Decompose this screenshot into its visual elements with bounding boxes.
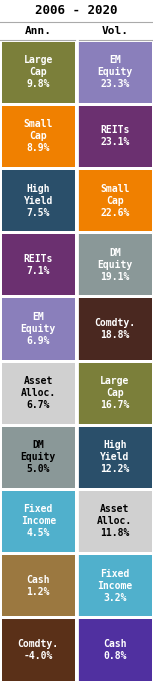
Bar: [2, 42, 75, 103]
Text: REITs
23.1%: REITs 23.1%: [100, 125, 129, 147]
Text: Cash
0.8%: Cash 0.8%: [103, 639, 127, 661]
Bar: [78, 106, 151, 167]
Bar: [2, 619, 75, 681]
Text: Large
Cap
16.7%: Large Cap 16.7%: [100, 376, 129, 410]
Text: High
Yield
12.2%: High Yield 12.2%: [100, 441, 129, 474]
Bar: [78, 170, 151, 231]
Bar: [78, 42, 151, 103]
Bar: [2, 427, 75, 488]
Text: Comdty.
18.8%: Comdty. 18.8%: [94, 318, 135, 340]
Bar: [78, 491, 151, 552]
Text: DM
Equity
19.1%: DM Equity 19.1%: [97, 248, 132, 282]
Text: Asset
Alloc.
6.7%: Asset Alloc. 6.7%: [21, 376, 56, 410]
Text: DM
Equity
5.0%: DM Equity 5.0%: [21, 441, 56, 474]
Bar: [2, 170, 75, 231]
Bar: [78, 234, 151, 295]
Text: Fixed
Income
3.2%: Fixed Income 3.2%: [97, 569, 132, 603]
Text: REITs
7.1%: REITs 7.1%: [24, 254, 53, 276]
Text: Asset
Alloc.
11.8%: Asset Alloc. 11.8%: [97, 505, 132, 539]
Bar: [78, 427, 151, 488]
Text: 2006 - 2020: 2006 - 2020: [35, 5, 118, 18]
Text: Cash
1.2%: Cash 1.2%: [26, 575, 50, 597]
Bar: [2, 234, 75, 295]
Text: Fixed
Income
4.5%: Fixed Income 4.5%: [21, 505, 56, 539]
Bar: [78, 363, 151, 424]
Text: High
Yield
7.5%: High Yield 7.5%: [24, 183, 53, 218]
Bar: [78, 619, 151, 681]
Bar: [78, 298, 151, 359]
Text: EM
Equity
6.9%: EM Equity 6.9%: [21, 312, 56, 346]
Bar: [2, 106, 75, 167]
Text: Large
Cap
9.8%: Large Cap 9.8%: [24, 55, 53, 89]
Text: Ann.: Ann.: [25, 26, 52, 36]
Bar: [2, 491, 75, 552]
Bar: [2, 363, 75, 424]
Bar: [78, 555, 151, 617]
Text: EM
Equity
23.3%: EM Equity 23.3%: [97, 55, 132, 89]
Text: Small
Cap
8.9%: Small Cap 8.9%: [24, 119, 53, 153]
Text: Small
Cap
22.6%: Small Cap 22.6%: [100, 183, 129, 218]
Bar: [2, 298, 75, 359]
Text: Vol.: Vol.: [101, 26, 128, 36]
Bar: [2, 555, 75, 617]
Text: Comdty.
-4.0%: Comdty. -4.0%: [18, 639, 59, 661]
